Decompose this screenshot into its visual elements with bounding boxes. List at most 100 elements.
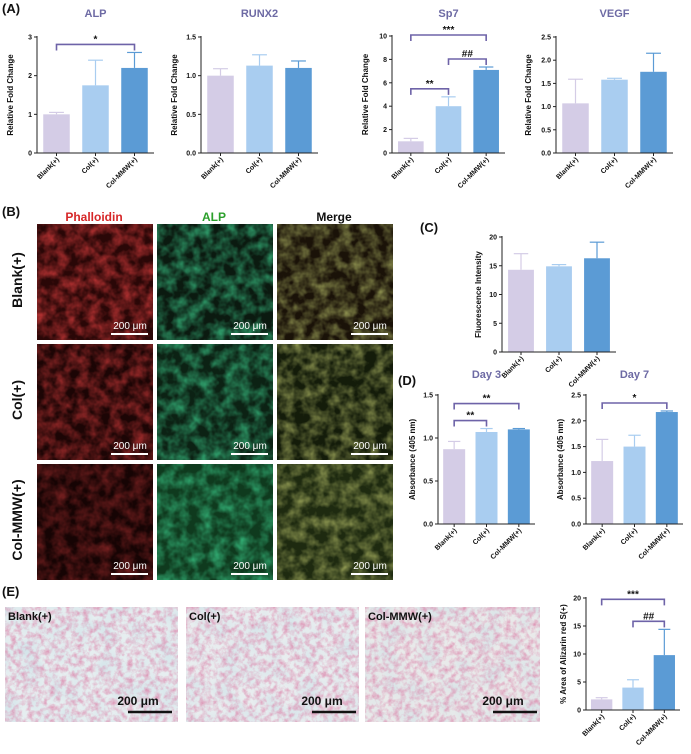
- bar-col: [435, 106, 462, 153]
- x-tick-label: Col-MMW(+): [624, 156, 658, 190]
- image-label-blank: Blank(+): [8, 611, 52, 623]
- x-tick-label: Col-MMW(+): [635, 713, 669, 747]
- scale-bar-label: 200 μm: [233, 561, 267, 572]
- bar-blank: [207, 75, 234, 153]
- y-axis-label: Fluorescence Intensity: [474, 251, 483, 338]
- x-tick-label: Col(+): [434, 156, 453, 175]
- y-tick-label: 0.5: [423, 479, 433, 486]
- x-tick-label: Col(+): [245, 156, 264, 175]
- x-tick-label: Col-MMW(+): [638, 527, 672, 561]
- significance-bracket: [410, 88, 450, 95]
- panel-label-c: (C): [420, 220, 438, 235]
- significance-bracket: [453, 419, 488, 427]
- chart-title: Day 3: [472, 369, 501, 381]
- micrograph-col-phalloidin: 200 μm: [37, 344, 153, 460]
- significance-bracket: [55, 43, 136, 51]
- chart-title: ALP: [85, 8, 107, 20]
- scale-bar-label: 200 μm: [353, 561, 387, 572]
- image-label-col-mmw: Col-MMW(+): [368, 611, 432, 623]
- y-tick-label: 6: [383, 80, 387, 87]
- micrograph-col-merge: 200 μm: [277, 344, 393, 460]
- panel-label-e: (E): [2, 584, 19, 599]
- y-axis-label: Relative Fold Change: [170, 54, 179, 136]
- y-tick-label: 10: [573, 652, 581, 659]
- x-tick-label: Blank(+): [581, 713, 606, 738]
- chart-title: RUNX2: [241, 8, 278, 20]
- stain-label-alp: ALP: [202, 210, 226, 224]
- y-tick-label: 5: [577, 680, 581, 687]
- x-tick-label: Blank(+): [36, 156, 61, 181]
- bar-col: [546, 266, 572, 352]
- y-tick-label: 0.0: [423, 522, 433, 529]
- significance-label: ##: [462, 49, 474, 60]
- y-tick-label: 2: [28, 73, 32, 80]
- significance-bracket: [453, 402, 520, 410]
- bar-blank: [508, 269, 534, 352]
- alizarin-image-col-mmw: Col-MMW(+) 200 μm: [365, 607, 540, 722]
- y-tick-label: 0: [383, 151, 387, 158]
- chart-fluorescence-intensity: Fluorescence Intensity 0 5 10 15 20 Blank(+) Co…: [474, 235, 616, 389]
- y-tick-label: 10: [489, 292, 497, 299]
- x-tick-label: Col(+): [600, 156, 619, 175]
- chart-sp7: Sp7 Relative Fold Change 0 2 4 6 8 10 Blank(+) Co…: [361, 8, 505, 190]
- chart-title: Day 7: [620, 369, 649, 381]
- bar-blank: [562, 103, 589, 153]
- y-tick-label: 1: [28, 112, 32, 119]
- x-tick-label: Col-MMW(+): [568, 355, 602, 389]
- alizarin-image-grid: Blank(+) 200 μm Col(+) 200 μm Col-MMW(+)…: [5, 607, 540, 722]
- x-tick-label: Col-MMW(+): [457, 156, 491, 190]
- alizarin-image-col: Col(+) 200 μm: [186, 607, 359, 722]
- bar-col: [475, 431, 498, 524]
- y-tick-label: 0.5: [571, 496, 581, 503]
- significance-bracket: [601, 402, 668, 409]
- significance-bracket: [600, 598, 666, 606]
- bar-col-mmw: [653, 655, 675, 710]
- chart-runx2: RUNX2 Relative Fold Change 0.0 0.5 1.0 1.5 Bla…: [170, 8, 318, 190]
- image-scale-label: 200 μm: [117, 694, 158, 708]
- y-tick-label: 2.5: [571, 393, 581, 400]
- y-axis-label: Relative Fold Change: [6, 54, 15, 136]
- bar-col-mmw: [285, 67, 312, 153]
- x-tick-label: Col-MMW(+): [490, 527, 524, 561]
- micrograph-col-alp: 200 μm: [157, 344, 273, 460]
- micrograph-col-mmw-phalloidin: 200 μm: [37, 464, 153, 580]
- significance-label: *: [633, 393, 637, 404]
- significance-label: ##: [643, 611, 655, 622]
- micrograph-blank-merge: 200 μm: [277, 224, 393, 340]
- panel-label-b: (B): [2, 204, 20, 219]
- fluorescence-grid: Phalloidin ALP Merge Blank(+) Col(+) Col…: [9, 210, 393, 580]
- micrograph-col-mmw-alp: 200 μm: [157, 464, 273, 580]
- micrograph-blank-phalloidin: 200 μm: [37, 224, 153, 340]
- x-tick-label: Col-MMW(+): [105, 156, 139, 190]
- bar-col-mmw: [507, 429, 530, 524]
- y-tick-label: 1.0: [186, 73, 196, 80]
- row-label-col-mmw: Col-MMW(+): [9, 479, 25, 560]
- row-label-col: Col(+): [9, 380, 25, 420]
- y-tick-label: 1.5: [423, 393, 433, 400]
- y-axis-label: Absorbance (405 nm): [556, 418, 565, 500]
- x-tick-label: Blank(+): [434, 527, 459, 552]
- y-axis-label: Absorbance (405 nm): [408, 418, 417, 500]
- y-tick-label: 15: [489, 263, 497, 270]
- bar-blank: [398, 141, 424, 153]
- bar-col: [246, 65, 273, 153]
- bar-col: [82, 85, 109, 153]
- significance-bracket: [447, 58, 487, 66]
- y-tick-label: 1.0: [541, 104, 551, 111]
- y-tick-label: 0.0: [571, 522, 581, 529]
- y-tick-label: 0.0: [541, 151, 551, 158]
- x-tick-label: Blank(+): [501, 355, 526, 380]
- y-tick-label: 2.5: [541, 35, 551, 42]
- x-tick-label: Blank(+): [391, 156, 416, 181]
- y-tick-label: 1.5: [186, 35, 196, 42]
- scale-bar-label: 200 μm: [353, 441, 387, 452]
- bar-col-mmw: [640, 71, 667, 153]
- scale-bar-label: 200 μm: [233, 441, 267, 452]
- image-scale-label: 200 μm: [482, 694, 523, 708]
- chart-vegf: VEGF Relative Fold Change 0.0 0.5 1.0 1.5 2.0 2…: [524, 8, 673, 190]
- bar-col: [601, 79, 628, 153]
- y-tick-label: 1.5: [541, 81, 551, 88]
- alizarin-image-blank: Blank(+) 200 μm: [5, 607, 178, 722]
- x-tick-label: Col(+): [620, 527, 639, 546]
